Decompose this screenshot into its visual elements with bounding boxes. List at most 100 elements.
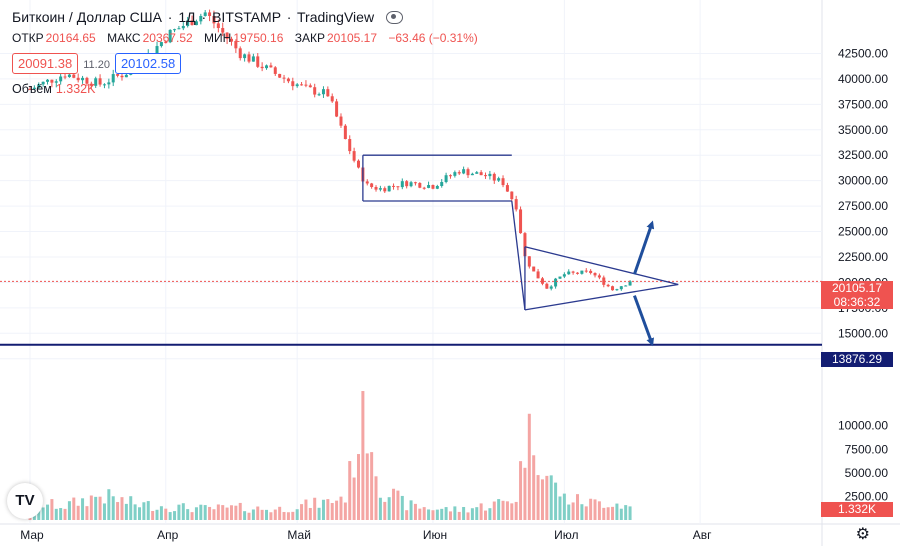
candle-body (602, 277, 606, 285)
volume-bar (81, 498, 85, 520)
candle-body (186, 20, 190, 26)
price-tick-label: 25000.00 (838, 225, 888, 239)
volume-bar (597, 501, 601, 520)
candle-body (339, 116, 343, 126)
volume-bar (159, 506, 163, 520)
volume-bar (243, 511, 247, 520)
candle-body (510, 191, 514, 200)
volume-bar (41, 507, 45, 520)
candle-body (50, 79, 54, 83)
volume-tick-label: 7500.00 (845, 442, 889, 456)
candle-body (400, 181, 404, 188)
volume-bar (453, 506, 457, 520)
source-label: TradingView (297, 9, 375, 25)
volume-bar (571, 502, 575, 520)
candle-body (85, 77, 89, 84)
time-tick-label: Мар (20, 528, 44, 542)
candle-body (295, 84, 299, 87)
time-tick-label: Апр (157, 528, 179, 542)
candle-body (462, 169, 466, 174)
candle-body (444, 175, 448, 183)
candle-body (584, 270, 588, 272)
candle-body (181, 25, 185, 29)
triangle-lower (524, 283, 679, 311)
volume-bar (269, 512, 273, 520)
candle-body (300, 84, 304, 86)
volume-bar (532, 455, 536, 520)
candle-body (256, 56, 260, 67)
volume-axis: 10000.00 7500.00 5000.00 2500.00 (838, 419, 888, 504)
volume-bar (431, 510, 435, 520)
price-tick-label: 37500.00 (838, 97, 888, 111)
gear-icon[interactable]: ⚙ (855, 526, 870, 543)
candle-body (67, 74, 71, 78)
volume-bar (265, 509, 269, 520)
volume-bar (225, 507, 229, 520)
volume-bar (501, 500, 505, 520)
volume-bar (203, 505, 207, 520)
candle-body (357, 160, 360, 168)
interval-label[interactable]: 1Д (178, 9, 196, 25)
candle-body (431, 185, 435, 189)
level-price-tag: 13876.29 (821, 352, 893, 367)
candle-body (514, 199, 518, 210)
volume-bar (339, 496, 343, 520)
volume-bar (619, 508, 623, 520)
volume-legend[interactable]: Объём 1.332K (12, 82, 95, 96)
volume-bar (194, 507, 198, 520)
volume-bar (317, 507, 321, 520)
candle-body (352, 151, 356, 161)
volume-bar (422, 507, 426, 520)
candle-body (229, 38, 233, 42)
trend-drawings[interactable] (362, 154, 679, 347)
candle-body (321, 89, 325, 95)
tradingview-logo-icon[interactable]: TV (7, 483, 43, 519)
candle-body (554, 278, 558, 287)
eye-icon[interactable] (385, 11, 403, 24)
candle-body (453, 172, 457, 176)
candle-body (536, 271, 540, 279)
volume-bar (234, 505, 238, 520)
volume-bar (611, 506, 615, 520)
price-axis[interactable]: 42500.00 40000.00 37500.00 35000.00 32500.00… (838, 46, 888, 365)
candle-body (466, 169, 470, 176)
separator: · (201, 9, 207, 25)
volume-bar (378, 497, 382, 520)
symbol-name[interactable]: Биткоин / Доллар США (12, 9, 162, 25)
candle-body (383, 188, 387, 192)
candle-body (374, 187, 378, 190)
volume-bar (155, 509, 159, 520)
volume-bar (326, 499, 330, 520)
candle-body (479, 172, 483, 176)
price-tick-label: 27500.00 (838, 199, 888, 213)
time-axis[interactable]: Мар Апр Май Июн Июл Авг (20, 528, 712, 542)
volume-bar (352, 477, 356, 520)
last-volume-tag: 1.332K (821, 502, 893, 517)
volume-bar (94, 496, 98, 520)
spread-value: 11.20 (83, 59, 110, 71)
buy-price-button[interactable]: 20102.58 (114, 53, 182, 74)
candle-body (326, 89, 330, 97)
volume-bar (593, 499, 597, 520)
volume-bar (427, 509, 431, 520)
volume-bar (238, 502, 242, 520)
high-label: МАКС (107, 31, 141, 45)
candle-body (194, 21, 198, 26)
price-tick-label: 42500.00 (838, 46, 888, 60)
volume-bar (558, 496, 562, 520)
price-tick-label: 15000.00 (838, 326, 888, 340)
candle-body (567, 271, 571, 275)
candle-body (76, 77, 80, 81)
volume-bar (392, 488, 396, 520)
candle-body (155, 46, 159, 55)
volume-bar (278, 506, 282, 520)
sell-price-button[interactable]: 20091.38 (12, 53, 79, 74)
volume-bar (67, 501, 71, 520)
exchange-label: BITSTAMP (212, 9, 281, 25)
candle-body (624, 285, 628, 287)
low-label: МИН (204, 31, 232, 45)
time-tick-label: Июл (554, 528, 578, 542)
volume-bar (562, 493, 566, 520)
symbol-legend[interactable]: Биткоин / Доллар США · 1Д · BITSTAMP · T… (12, 9, 403, 25)
